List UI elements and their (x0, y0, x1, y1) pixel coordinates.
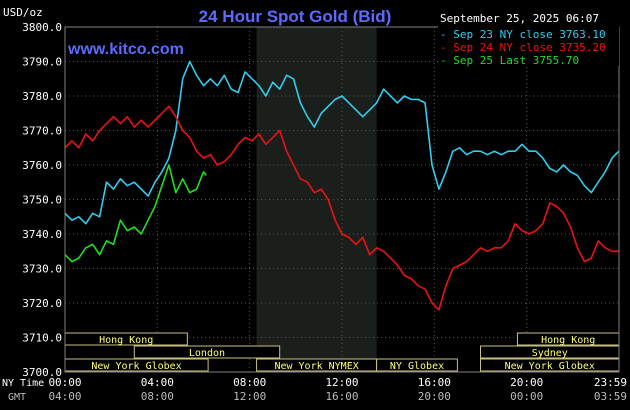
series-line (64, 105, 619, 311)
chart-title: 24 Hour Spot Gold (Bid) (199, 7, 392, 26)
x-tick-label-gmt: 16:00 (325, 390, 358, 403)
y-tick-label: 3740.0 (22, 228, 62, 241)
y-axis-label: USD/oz (3, 6, 43, 19)
ny-time-label: NY Time (2, 378, 44, 389)
legend: - Sep 23 NY close 3763.10- Sep 24 NY clo… (440, 28, 606, 67)
y-tick-label: 3770.0 (22, 125, 62, 138)
x-tick-label-ny: 08:00 (233, 376, 266, 389)
x-tick-label-gmt: 20:00 (418, 390, 451, 403)
watermark: www.kitco.com (67, 41, 184, 58)
x-tick-label-ny: 23:59 (594, 376, 627, 389)
legend-entry: - Sep 25 Last 3755.70 (440, 54, 579, 67)
series-line (64, 164, 207, 263)
x-tick-label-gmt: 04:00 (48, 390, 81, 403)
y-tick-label: 3710.0 (22, 332, 62, 345)
session-bar (133, 345, 281, 359)
x-tick-label-ny: 04:00 (141, 376, 174, 389)
x-tick-label-gmt: 00:00 (510, 390, 543, 403)
y-tick-label: 3730.0 (22, 263, 62, 276)
session-label: New York Globex (91, 361, 181, 372)
y-tick-label: 3700.0 (22, 366, 62, 379)
session-bar (376, 358, 458, 372)
gmt-label: GMT (8, 392, 26, 403)
session-label: New York Globex (505, 361, 595, 372)
x-tick-label-ny: 16:00 (418, 376, 451, 389)
x-tick-labels: 00:0004:0004:0008:0008:0012:0012:0016:00… (48, 376, 627, 403)
series-line (64, 60, 620, 225)
session-bars: Hong Kong London New York Globex New York N… (64, 332, 620, 372)
session-label: Sydney (532, 348, 568, 359)
y-tick-labels: 3800.0 3790.0 3780.0 3770.0 3760.0 3750.0 3740… (22, 21, 62, 379)
y-tick-label: 3800.0 (22, 21, 62, 34)
session-label: New York NYMEX (274, 361, 358, 372)
session-label: Hong Kong (99, 335, 153, 346)
session-label: London (189, 348, 225, 359)
session-label: Hong Kong (541, 335, 595, 346)
nymex-highlight-region (256, 27, 377, 372)
timestamp: September 25, 2025 06:07 (440, 12, 599, 25)
y-tick-label: 3760.0 (22, 159, 62, 172)
x-tick-label-ny: 12:00 (325, 376, 358, 389)
x-tick-label-gmt: 03:59 (594, 390, 627, 403)
legend-box (438, 26, 619, 66)
x-tick-label-ny: 20:00 (510, 376, 543, 389)
y-tick-label: 3780.0 (22, 90, 62, 103)
x-tick-label-gmt: 08:00 (141, 390, 174, 403)
y-tick-label: 3720.0 (22, 297, 62, 310)
y-tick-label: 3750.0 (22, 194, 62, 207)
y-tick-label: 3790.0 (22, 56, 62, 69)
x-tick-label-gmt: 12:00 (233, 390, 266, 403)
legend-entry: - Sep 24 NY close 3735.20 (440, 41, 606, 54)
plot-border (64, 26, 620, 373)
series-lines (64, 60, 620, 311)
session-label: NY Globex (390, 361, 444, 372)
x-tick-label-ny: 00:00 (48, 376, 81, 389)
legend-entry: - Sep 23 NY close 3763.10 (440, 28, 606, 41)
